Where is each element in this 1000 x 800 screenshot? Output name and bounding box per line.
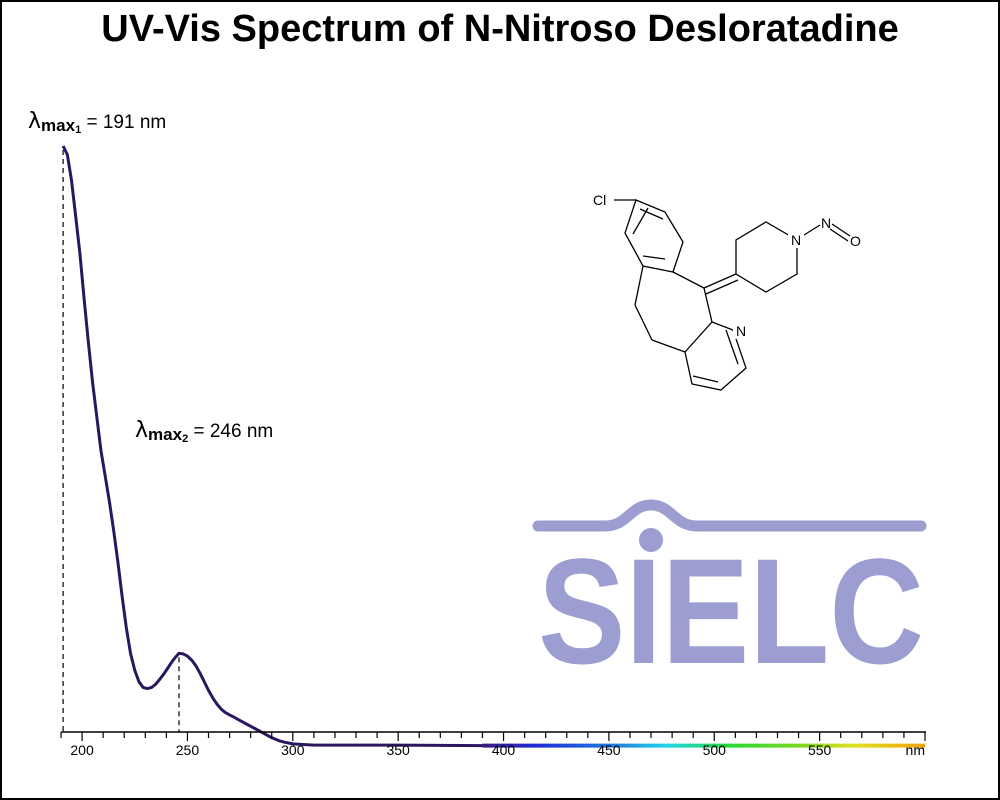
tick-label-550: 550 [808, 742, 832, 758]
lambda-max-1-label: λmax1 = 191 nm [28, 109, 166, 136]
atom-n-piperidine: N [791, 232, 801, 248]
molecule-atoms: Cl N N O N [593, 192, 861, 339]
lambda-max-annotations: λmax1 = 191 nm λmax2 = 246 nm [28, 109, 273, 445]
x-axis-ticks [60, 732, 926, 741]
logo-dot [639, 528, 663, 552]
tick-label-250: 250 [176, 742, 200, 758]
tick-label-500: 500 [703, 742, 727, 758]
logo-text: SIELC [538, 527, 924, 695]
molecule-structure [614, 199, 851, 391]
x-axis-tick-labels: 200 250 300 350 400 450 500 550 [70, 742, 831, 758]
sielc-logo: SIELC [532, 499, 927, 695]
atom-n-pyridine: N [736, 323, 746, 339]
atom-o: O [850, 233, 861, 249]
x-axis-unit-label: nm [906, 742, 925, 758]
tick-label-300: 300 [281, 742, 305, 758]
spectrum-line-uv [61, 145, 483, 748]
logo-swoosh [532, 499, 927, 532]
atom-n-nitroso: N [821, 215, 831, 231]
atom-cl: Cl [593, 192, 606, 208]
tick-label-200: 200 [70, 742, 94, 758]
chart-title: UV-Vis Spectrum of N-Nitroso Desloratadi… [101, 8, 899, 50]
tick-label-350: 350 [386, 742, 410, 758]
lambda-max-2-label: λmax2 = 246 nm [135, 418, 273, 445]
tick-label-450: 450 [597, 742, 621, 758]
tick-label-400: 400 [492, 742, 516, 758]
